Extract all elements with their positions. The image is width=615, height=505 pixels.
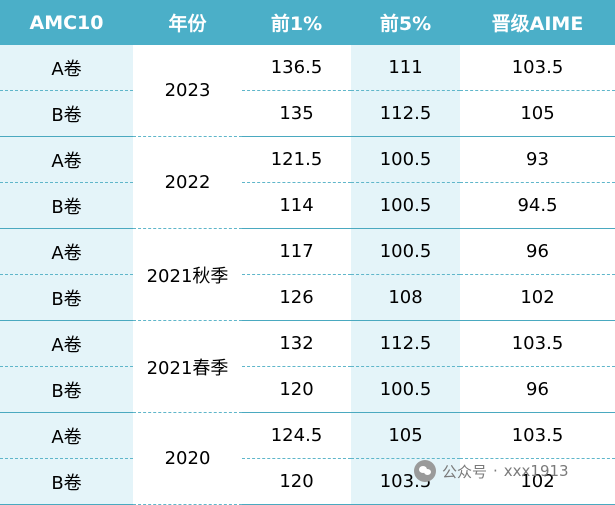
table-row: B卷 135 112.5 105 — [0, 90, 615, 137]
paper-cell: A卷 — [0, 228, 133, 275]
paper-cell: B卷 — [0, 90, 133, 137]
table-row: A卷 2022 121.5 100.5 93 — [0, 136, 615, 229]
table-row: B卷 114 100.5 94.5 — [0, 182, 615, 229]
year-cell: 2021春季 — [133, 320, 242, 413]
top1-cell: 117 — [242, 228, 351, 275]
top5-cell: 100.5 — [351, 182, 460, 229]
top1-cell: 114 — [242, 182, 351, 229]
aime-cell: 105 — [460, 90, 615, 137]
watermark-platform: 公众号 — [442, 462, 488, 481]
watermark: 公众号 · xxx1913 — [414, 458, 569, 484]
header-amc10: AMC10 — [0, 0, 133, 45]
header-top1: 前1% — [242, 0, 351, 45]
table-row: B卷 120 100.5 96 — [0, 366, 615, 413]
header-aime: 晋级AIME — [460, 0, 615, 45]
paper-cell: A卷 — [0, 320, 133, 367]
top1-cell: 126 — [242, 274, 351, 321]
aime-cell: 102 — [460, 274, 615, 321]
table-row: A卷 2023 136.5 111 103.5 — [0, 45, 615, 137]
aime-cell: 103.5 — [460, 412, 615, 459]
top1-cell: 120 — [242, 366, 351, 413]
year-cell: 2022 — [133, 136, 242, 229]
wechat-icon — [414, 460, 436, 482]
paper-cell: B卷 — [0, 458, 133, 505]
table-row: A卷 2020 124.5 105 103.5 — [0, 412, 615, 505]
watermark-separator: · — [493, 462, 498, 480]
aime-cell: 93 — [460, 136, 615, 183]
top5-cell: 105 — [351, 412, 460, 459]
top1-cell: 120 — [242, 458, 351, 505]
paper-cell: B卷 — [0, 274, 133, 321]
top1-cell: 135 — [242, 90, 351, 137]
top1-cell: 132 — [242, 320, 351, 367]
year-cell: 2020 — [133, 412, 242, 505]
top5-cell: 100.5 — [351, 136, 460, 183]
top1-cell: 121.5 — [242, 136, 351, 183]
paper-cell: B卷 — [0, 182, 133, 229]
paper-cell: B卷 — [0, 366, 133, 413]
paper-cell: A卷 — [0, 136, 133, 183]
aime-cell: 94.5 — [460, 182, 615, 229]
year-cell: 2021秋季 — [133, 228, 242, 321]
header-row: AMC10 年份 前1% 前5% 晋级AIME — [0, 0, 615, 45]
paper-cell: A卷 — [0, 45, 133, 91]
top5-cell: 112.5 — [351, 90, 460, 137]
aime-cell: 96 — [460, 228, 615, 275]
top5-cell: 100.5 — [351, 366, 460, 413]
aime-cell: 96 — [460, 366, 615, 413]
header-year: 年份 — [133, 0, 242, 45]
paper-cell: A卷 — [0, 412, 133, 459]
top5-cell: 100.5 — [351, 228, 460, 275]
aime-cell: 103.5 — [460, 45, 615, 91]
top5-cell: 112.5 — [351, 320, 460, 367]
top5-cell: 111 — [351, 45, 460, 91]
aime-cell: 103.5 — [460, 320, 615, 367]
header-top5: 前5% — [351, 0, 460, 45]
watermark-account: xxx1913 — [503, 462, 569, 480]
year-cell: 2023 — [133, 45, 242, 137]
top1-cell: 124.5 — [242, 412, 351, 459]
table-row: A卷 2021春季 132 112.5 103.5 — [0, 320, 615, 413]
top1-cell: 136.5 — [242, 45, 351, 91]
top5-cell: 108 — [351, 274, 460, 321]
table-row: B卷 126 108 102 — [0, 274, 615, 321]
table-row: A卷 2021秋季 117 100.5 96 — [0, 228, 615, 321]
